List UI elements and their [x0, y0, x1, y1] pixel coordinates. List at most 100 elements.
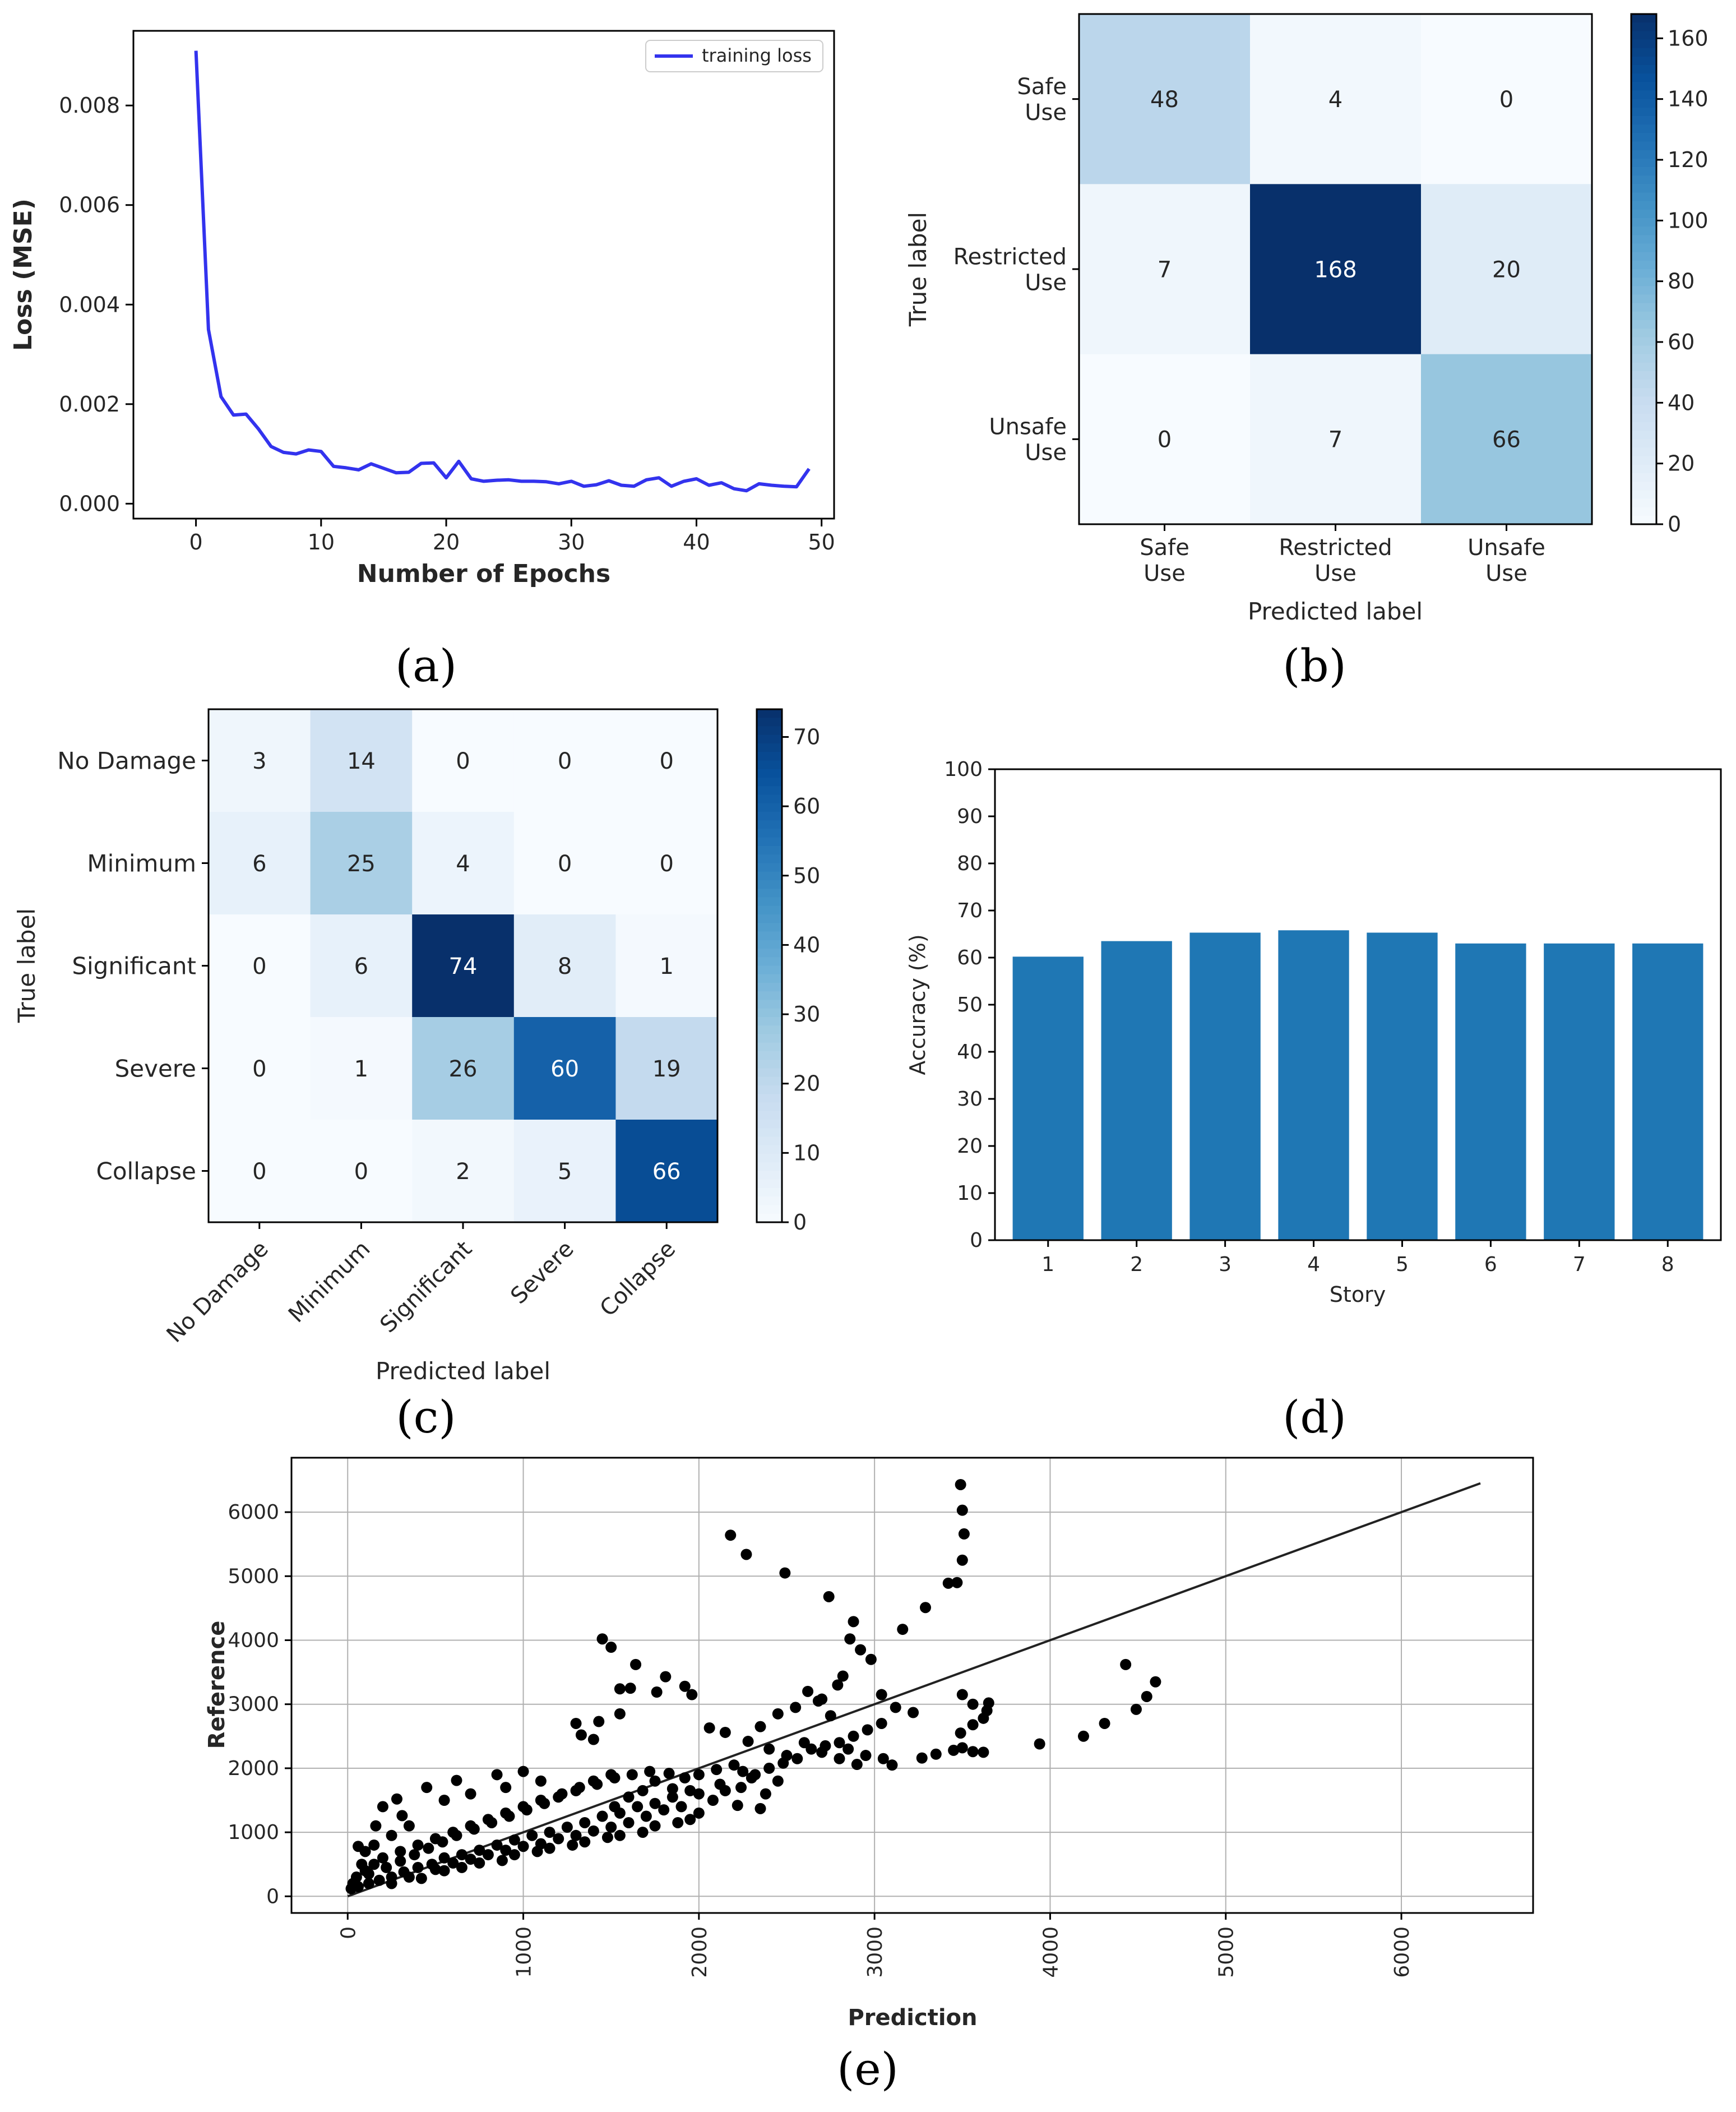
panel-c-cell-value: 0 — [252, 954, 266, 979]
panel-c-colorbar-segment — [757, 743, 782, 753]
panel-c-cell — [209, 1017, 311, 1120]
panel-b-colorbar-segment — [1631, 201, 1656, 210]
panel-e-point — [624, 1683, 636, 1694]
panel-e-point — [596, 1810, 608, 1822]
panel-c-colorbar-segment — [757, 820, 782, 830]
panel-c-cell — [513, 1120, 616, 1223]
panel-b-row-label: Use — [1025, 270, 1067, 295]
panel-c-cell-value: 2 — [456, 1159, 470, 1185]
panel-e-point — [377, 1852, 388, 1864]
panel-e-point — [825, 1710, 836, 1722]
panel-e-point — [353, 1881, 364, 1893]
panel-e-point — [855, 1644, 867, 1656]
panel-e-point — [742, 1735, 754, 1747]
panel-a-frame — [132, 30, 835, 520]
panel-e-point — [614, 1683, 626, 1695]
panel-e-point — [596, 1633, 608, 1645]
panel-b-colorbar-segment — [1631, 260, 1656, 270]
panel-d-bar — [1189, 932, 1261, 1240]
panel-c-colorbar-segment — [757, 846, 782, 856]
panel-e-point — [834, 1753, 845, 1764]
panel-b-colorbar-segment — [1631, 192, 1656, 202]
panel-e-point — [672, 1817, 684, 1828]
panel-c-cell — [310, 1017, 413, 1120]
panel-c-colorbar-segment — [757, 1000, 782, 1009]
panel-c-cell — [412, 1120, 515, 1223]
panel-b-colorbar-label: 140 — [1668, 87, 1709, 112]
panel-e-point — [412, 1861, 424, 1873]
panel-c-colorbar-segment — [757, 803, 782, 812]
panel-e-point — [381, 1861, 392, 1873]
panel-e-point — [725, 1529, 737, 1541]
panel-b-colorbar-segment — [1631, 311, 1656, 321]
panel-a-xtick-label: 0 — [189, 530, 203, 554]
panel-a-training-loss-line — [194, 50, 811, 493]
panel-c-colorbar-segment — [757, 1205, 782, 1214]
panel-e-point — [412, 1839, 424, 1851]
panel-b-colorbar-segment — [1631, 515, 1656, 525]
panel-b-colorbar-segment — [1631, 405, 1656, 414]
panel-e-ytick-label: 2000 — [228, 1757, 279, 1780]
panel-d-xtick-label: 2 — [1130, 1253, 1143, 1276]
panel-c-cell — [412, 914, 515, 1018]
panel-c-colorbar-frame — [756, 708, 783, 1223]
panel-e-point — [930, 1748, 942, 1760]
panel-e-point — [707, 1794, 719, 1806]
panel-c-colorbar-segment — [757, 1102, 782, 1112]
panel-b-colorbar-segment — [1631, 73, 1656, 83]
panel-e-point — [719, 1785, 731, 1796]
panel-c-col-label: No Damage — [162, 1236, 274, 1348]
panel-c-colorbar-segment — [757, 974, 782, 983]
panel-b-col-label: Safe — [1140, 535, 1189, 561]
panel-c-cell — [615, 812, 718, 915]
panel-e-point — [637, 1785, 649, 1796]
panel-e-point — [732, 1800, 743, 1811]
panel-c-cell-value: 60 — [550, 1056, 579, 1082]
panel-b-colorbar-segment — [1631, 22, 1656, 32]
panel-b-colorbar-segment — [1631, 209, 1656, 219]
panel-b-colorbar-segment — [1631, 278, 1656, 287]
panel-c-colorbar-segment — [757, 940, 782, 949]
panel-c-cell — [412, 1017, 515, 1120]
panel-e-point — [951, 1577, 963, 1588]
panel-e-point — [763, 1743, 775, 1755]
panel-e-xtick-label: 5000 — [1215, 1926, 1238, 1978]
panel-e-point — [967, 1698, 979, 1710]
panel-e-point — [754, 1721, 766, 1732]
panel-e-point — [754, 1803, 766, 1814]
panel-e-point — [820, 1740, 831, 1751]
panel-a-xtick-label: 50 — [808, 530, 835, 554]
panel-a-ytick-label: 0.000 — [59, 491, 120, 516]
panel-a-xtick-label: 10 — [308, 530, 335, 554]
panel-a-ticks: 0 10 20 30 40 50 0.000 0.002 0.004 0.006 0.008 — [59, 93, 835, 554]
panel-c-colorbar-label: 30 — [793, 1002, 820, 1027]
panel-c-colorbar-segment — [757, 871, 782, 881]
panel-e-point — [614, 1708, 626, 1720]
panel-c-cell-value: 0 — [252, 1056, 266, 1082]
panel-d-ytick-label: 40 — [957, 1041, 983, 1064]
panel-e-point — [395, 1846, 406, 1857]
panel-b-colorbar-segment — [1631, 464, 1656, 474]
panel-e-point — [679, 1772, 691, 1784]
panel-c-colorbar-segment — [757, 1179, 782, 1189]
panel-e-point — [623, 1791, 635, 1803]
panel-b-cell-value: 7 — [1328, 427, 1342, 453]
panel-e-point — [373, 1874, 385, 1886]
panel-b-colorbar-label: 80 — [1668, 269, 1695, 294]
panel-b-colorbar-segment — [1631, 56, 1656, 66]
panel-e-point — [823, 1591, 835, 1602]
panel-c-colorbar-label: 40 — [793, 932, 820, 957]
panel-c-colorbar-segment — [757, 1042, 782, 1052]
panel-b-colorbar-segment — [1631, 133, 1656, 142]
panel-b-colorbar-label: 60 — [1668, 330, 1695, 354]
panel-c-cell-value: 19 — [652, 1056, 681, 1082]
panel-e-point — [423, 1842, 434, 1854]
panel-c-colorbar-segment — [757, 1017, 782, 1027]
panel-c-colorbar-segment — [757, 769, 782, 778]
panel-e-point — [1120, 1658, 1132, 1670]
panel-c-colorbar-segment — [757, 1162, 782, 1172]
panel-e-point — [465, 1854, 476, 1865]
panel-b-colorbar-segment — [1631, 294, 1656, 304]
panel-c-colorbar-label: 60 — [793, 794, 820, 819]
panel-c-colorbar-segment — [757, 718, 782, 727]
